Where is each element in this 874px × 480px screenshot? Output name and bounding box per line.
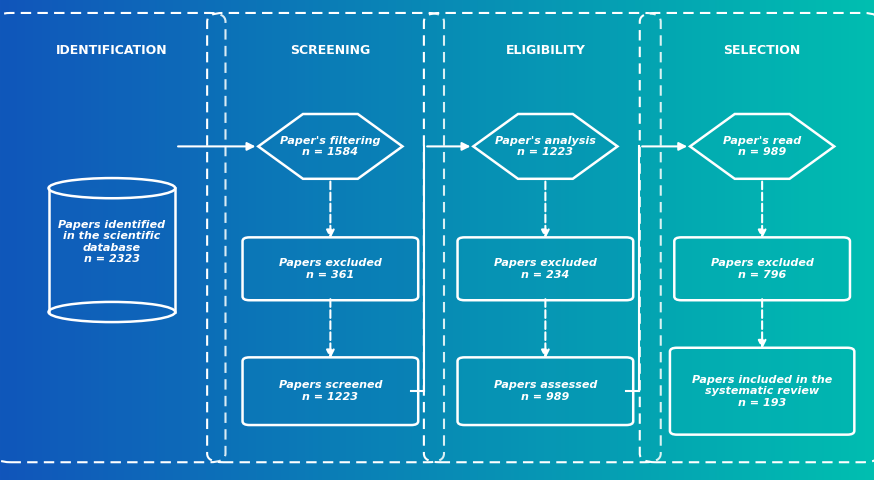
Text: Papers screened
n = 1223: Papers screened n = 1223 <box>279 380 382 402</box>
FancyBboxPatch shape <box>424 13 661 462</box>
Bar <box>49 188 176 312</box>
FancyBboxPatch shape <box>669 348 855 435</box>
Text: Papers excluded
n = 234: Papers excluded n = 234 <box>494 258 597 279</box>
Ellipse shape <box>49 178 175 198</box>
FancyBboxPatch shape <box>675 237 850 300</box>
FancyBboxPatch shape <box>458 357 633 425</box>
FancyBboxPatch shape <box>242 357 418 425</box>
Polygon shape <box>690 114 835 179</box>
Text: Papers identified
in the scientific
database
n = 2323: Papers identified in the scientific data… <box>59 220 165 264</box>
FancyBboxPatch shape <box>458 237 633 300</box>
Text: SCREENING: SCREENING <box>290 44 371 57</box>
Text: Papers excluded
n = 361: Papers excluded n = 361 <box>279 258 382 279</box>
Ellipse shape <box>49 302 175 322</box>
Polygon shape <box>474 114 617 179</box>
Text: Papers assessed
n = 989: Papers assessed n = 989 <box>494 380 597 402</box>
Polygon shape <box>259 114 402 179</box>
Text: Paper's read
n = 989: Paper's read n = 989 <box>723 136 801 157</box>
FancyBboxPatch shape <box>242 237 418 300</box>
Text: Paper's analysis
n = 1223: Paper's analysis n = 1223 <box>495 136 596 157</box>
FancyBboxPatch shape <box>0 13 225 462</box>
Text: Paper's filtering
n = 1584: Paper's filtering n = 1584 <box>281 136 380 157</box>
Text: Papers included in the
systematic review
n = 193: Papers included in the systematic review… <box>692 374 832 408</box>
FancyBboxPatch shape <box>207 13 444 462</box>
Text: Papers excluded
n = 796: Papers excluded n = 796 <box>711 258 814 279</box>
Text: ELIGIBILITY: ELIGIBILITY <box>505 44 586 57</box>
Text: IDENTIFICATION: IDENTIFICATION <box>56 44 168 57</box>
FancyBboxPatch shape <box>640 13 874 462</box>
Text: SELECTION: SELECTION <box>724 44 801 57</box>
